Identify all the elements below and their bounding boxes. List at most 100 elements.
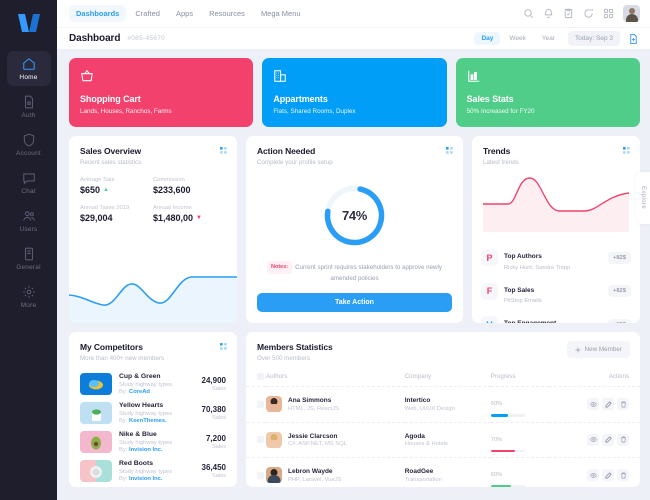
card-menu-icon[interactable] bbox=[623, 147, 630, 154]
edit-icon[interactable] bbox=[602, 433, 614, 446]
search-icon[interactable] bbox=[523, 8, 534, 19]
notice-message: Current sprint requires stakeholders to … bbox=[295, 264, 442, 283]
delete-icon[interactable] bbox=[617, 433, 629, 446]
sidebar-item-users[interactable]: Users bbox=[7, 203, 51, 238]
brand-logo[interactable] bbox=[0, 0, 57, 45]
sales-count: 24,900 bbox=[201, 376, 226, 385]
avatar-hair bbox=[270, 398, 278, 406]
stat-card-shopping-cart[interactable]: Shopping Cart Lands, Houses, Ranchos, Fa… bbox=[69, 58, 254, 127]
kpi-value: $29,004 bbox=[80, 213, 113, 223]
author-link[interactable]: KeenThemes. bbox=[129, 418, 167, 424]
basket-icon bbox=[80, 68, 242, 83]
cell-company: Intertico Web, UI/UX Design bbox=[404, 386, 491, 423]
take-action-button[interactable]: Take Action bbox=[257, 293, 452, 312]
table-row[interactable]: Lebron Wayde PHP, Laravel, VueJS RoadGee… bbox=[246, 457, 640, 487]
sidebar-item-chat[interactable]: Chat bbox=[7, 165, 51, 200]
author-link[interactable]: Invision Inc. bbox=[129, 476, 163, 482]
author-texts: Ana Simmons HTML, JS, ReactJS bbox=[288, 397, 339, 412]
sidebar-item-more[interactable]: More bbox=[7, 279, 51, 314]
segment-day[interactable]: Day bbox=[474, 32, 501, 45]
sidebar-item-general[interactable]: General bbox=[7, 241, 51, 276]
delete-icon[interactable] bbox=[617, 469, 629, 482]
table-row[interactable]: Ana Simmons HTML, JS, ReactJS Intertico … bbox=[246, 386, 640, 423]
new-document-button[interactable] bbox=[627, 32, 640, 46]
edit-icon[interactable] bbox=[602, 469, 614, 482]
kpi-value-wrap: $29,004 bbox=[80, 213, 153, 223]
stat-card-appartments[interactable]: Appartments Flats, Shared Rooms, Duplex bbox=[262, 58, 447, 127]
card-header: Action Needed Complete your profile setu… bbox=[246, 136, 463, 166]
grid-icon[interactable] bbox=[603, 8, 614, 19]
author-link[interactable]: CoreAd bbox=[129, 389, 150, 395]
list-item[interactable]: F Top Sales PitStop Emails +82$ bbox=[481, 275, 631, 309]
cell-progress: 70% bbox=[490, 422, 550, 458]
list-item[interactable]: Red Boots Study highway types By: Invisi… bbox=[80, 457, 226, 486]
avatar-body bbox=[267, 404, 281, 413]
competitors-list: Cup & Green Study highway types By: Core… bbox=[69, 362, 237, 486]
segment-week[interactable]: Week bbox=[509, 35, 526, 42]
kpi-annual-income: Annual Income $1,480,00 ▼ bbox=[153, 205, 226, 223]
sales-unit: Sales bbox=[212, 473, 226, 479]
table-row[interactable]: Jessie Clarcson C#, ASP.NET, MS SQL Agod… bbox=[246, 422, 640, 458]
card-menu-icon[interactable] bbox=[220, 343, 227, 350]
refresh-icon[interactable] bbox=[583, 8, 594, 19]
explore-tab[interactable]: Explore bbox=[636, 172, 650, 224]
stat-card-sales-stats[interactable]: Sales Stats 50% Increased for FY20 bbox=[455, 58, 640, 127]
topnav-mega-menu[interactable]: Mega Menu bbox=[260, 9, 301, 18]
list-item[interactable]: V Top Engagement KT.com +82$ bbox=[481, 308, 631, 323]
view-icon[interactable] bbox=[587, 469, 599, 482]
sidebar-item-home[interactable]: Home bbox=[6, 51, 51, 86]
card-menu-icon[interactable] bbox=[446, 147, 453, 154]
edit-icon[interactable] bbox=[602, 398, 614, 411]
stat-card-subtitle: Lands, Houses, Ranchos, Farms bbox=[80, 108, 172, 115]
list-item[interactable]: Nike & Blue Study highway types By: Invi… bbox=[80, 428, 226, 457]
cell-actions bbox=[549, 386, 640, 423]
add-member-button[interactable]: New Member bbox=[566, 341, 630, 358]
clipboard-icon[interactable] bbox=[563, 8, 574, 19]
company-name: Intertico bbox=[404, 397, 431, 404]
avatar-head bbox=[628, 8, 635, 14]
product-logo-icon: V bbox=[481, 316, 498, 323]
select-all-checkbox[interactable] bbox=[257, 373, 264, 380]
table-header-row: Authors Company Progress Actions bbox=[246, 369, 640, 387]
segment-year[interactable]: Year bbox=[541, 35, 556, 42]
card-header: Trends Latest trends bbox=[472, 136, 640, 166]
add-member-label: New Member bbox=[584, 346, 622, 353]
topbar-actions bbox=[523, 5, 640, 22]
sidebar-item-auth[interactable]: Auth bbox=[7, 89, 51, 124]
list-item-metric: 70,380 Sales bbox=[202, 405, 226, 421]
sales-count: 7,200 bbox=[205, 434, 226, 443]
list-item-author: By: CoreAd bbox=[119, 389, 195, 395]
list-item[interactable]: P Top Authors Ricky Hunt, Sandra Trepp +… bbox=[481, 241, 631, 275]
card-subtitle: Complete your profile setup bbox=[257, 159, 333, 166]
progress-value: 70% bbox=[490, 436, 503, 443]
avatar[interactable] bbox=[623, 5, 640, 22]
sidebar-item-label: Auth bbox=[21, 112, 36, 119]
sidebar-nav: Home Auth Account Chat bbox=[0, 45, 57, 317]
row-checkbox[interactable] bbox=[257, 400, 264, 408]
home-icon bbox=[22, 58, 35, 70]
avatar bbox=[266, 467, 282, 484]
sales-unit: Sales bbox=[212, 444, 226, 450]
topnav-crafted[interactable]: Crafted bbox=[135, 9, 160, 18]
view-icon[interactable] bbox=[587, 433, 599, 446]
topnav-apps[interactable]: Apps bbox=[175, 9, 194, 18]
topnav-resources[interactable]: Resources bbox=[209, 9, 245, 18]
trends-list: P Top Authors Ricky Hunt, Sandra Trepp +… bbox=[472, 237, 640, 323]
column-actions: Actions bbox=[549, 369, 640, 387]
row-actions bbox=[549, 469, 629, 482]
view-icon[interactable] bbox=[587, 398, 599, 411]
date-picker-button[interactable]: Today: Sep 3 bbox=[568, 31, 620, 46]
list-item[interactable]: Yellow Hearts Study highway types By: Ke… bbox=[80, 399, 226, 428]
topnav-dashboards[interactable]: Dashboards bbox=[69, 5, 127, 22]
list-item[interactable]: Cup & Green Study highway types By: Core… bbox=[80, 370, 226, 399]
card-menu-icon[interactable] bbox=[220, 147, 227, 154]
table-head: Authors Company Progress Actions bbox=[246, 369, 640, 387]
row-checkbox[interactable] bbox=[257, 436, 264, 444]
sidebar-item-account[interactable]: Account bbox=[7, 127, 51, 162]
list-item-metric: 7,200 Sales bbox=[206, 434, 226, 450]
author-link[interactable]: Invision Inc. bbox=[129, 447, 163, 453]
delete-icon[interactable] bbox=[617, 398, 629, 411]
row-checkbox[interactable] bbox=[257, 471, 264, 479]
avatar-body bbox=[267, 439, 281, 448]
bell-icon[interactable] bbox=[543, 8, 554, 19]
